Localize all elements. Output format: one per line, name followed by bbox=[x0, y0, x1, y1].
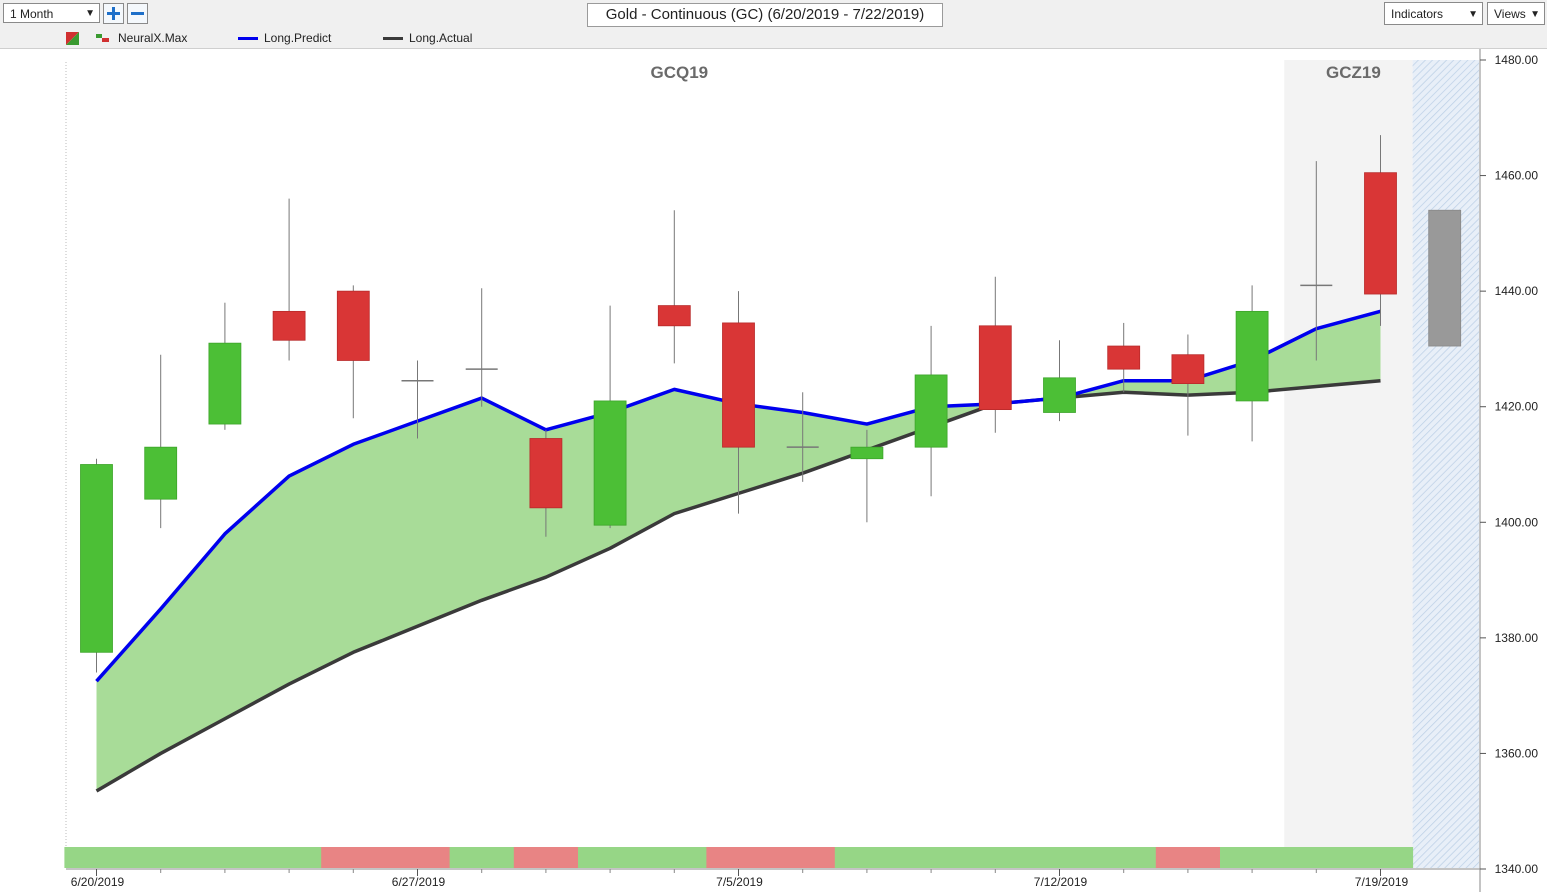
neuralx-band-segment bbox=[899, 847, 964, 868]
chevron-down-icon: ▼ bbox=[1468, 9, 1478, 20]
x-axis-tick-label: 7/19/2019 bbox=[1355, 875, 1409, 889]
y-axis-tick-label: 1340.00 bbox=[1495, 862, 1539, 876]
neuralx-band-segment bbox=[257, 847, 322, 868]
y-axis-tick-label: 1380.00 bbox=[1495, 631, 1539, 645]
neuralx-band-segment bbox=[706, 847, 772, 868]
plus-icon bbox=[107, 7, 120, 20]
neuralx-band-segment bbox=[770, 847, 836, 868]
neuralx-band-segment bbox=[1284, 847, 1349, 868]
neuralx-band-segment bbox=[1091, 847, 1157, 868]
neuralx-band-segment bbox=[1155, 847, 1221, 868]
chart-title: Gold - Continuous (GC) (6/20/2019 - 7/22… bbox=[587, 3, 943, 27]
line-swatch-icon bbox=[238, 37, 258, 40]
neuralx-band-segment bbox=[963, 847, 1028, 868]
legend-label: NeuralX.Max bbox=[118, 31, 188, 45]
neuralx-band-segment bbox=[513, 847, 579, 868]
minus-icon bbox=[131, 12, 144, 15]
legend-item-long-actual: Long.Actual bbox=[383, 30, 472, 46]
zoom-out-button[interactable] bbox=[127, 3, 148, 24]
candle-body bbox=[1364, 172, 1397, 295]
chevron-down-icon: ▼ bbox=[1530, 9, 1540, 20]
candle-body bbox=[272, 310, 306, 341]
x-axis-tick-label: 7/12/2019 bbox=[1034, 875, 1088, 889]
legend-label: Long.Actual bbox=[409, 31, 473, 45]
candle-body bbox=[529, 438, 563, 509]
x-axis-tick-label: 7/5/2019 bbox=[716, 875, 763, 889]
candle-body bbox=[978, 325, 1012, 411]
candle-body bbox=[1171, 354, 1205, 385]
views-dropdown[interactable]: Views ▼ bbox=[1487, 2, 1545, 25]
period-select[interactable]: 1 Month ▼ bbox=[3, 3, 100, 23]
candle-body bbox=[1235, 310, 1269, 402]
neuralx-band-segment bbox=[449, 847, 515, 868]
y-axis-tick-label: 1460.00 bbox=[1495, 169, 1539, 183]
neuralx-band-segment bbox=[1220, 847, 1285, 868]
x-axis-tick-label: 6/27/2019 bbox=[392, 875, 446, 889]
indicators-dropdown[interactable]: Indicators ▼ bbox=[1384, 2, 1483, 25]
neuralx-band-segment bbox=[128, 847, 194, 868]
candle-body bbox=[914, 374, 948, 448]
neuralx-band-segment bbox=[385, 847, 451, 868]
legend-item-long-predict: Long.Predict bbox=[238, 30, 331, 46]
neuralx-swatch-icon bbox=[96, 34, 109, 42]
y-axis-tick-label: 1400.00 bbox=[1495, 515, 1539, 529]
candle-body bbox=[722, 322, 755, 448]
y-axis-tick-label: 1480.00 bbox=[1495, 53, 1539, 67]
neuralx-band-segment bbox=[192, 847, 258, 868]
neuralx-band-segment bbox=[834, 847, 900, 868]
candle-body bbox=[80, 464, 113, 653]
neuralx-band-segment bbox=[1348, 847, 1414, 868]
neuralx-band-segment bbox=[64, 847, 130, 868]
neuralx-band-segment bbox=[321, 847, 386, 868]
candle-body bbox=[593, 400, 627, 526]
zoom-in-button[interactable] bbox=[103, 3, 124, 24]
chevron-down-icon: ▼ bbox=[85, 8, 95, 19]
candle-body bbox=[850, 446, 884, 460]
line-swatch-icon bbox=[383, 37, 403, 40]
contract-label: GCQ19 bbox=[650, 63, 708, 82]
y-axis-tick-label: 1360.00 bbox=[1495, 746, 1539, 760]
legend-label: Long.Predict bbox=[264, 31, 332, 45]
neuralx-band-segment bbox=[642, 847, 707, 868]
candle-body bbox=[1107, 345, 1141, 370]
candle-body bbox=[1043, 377, 1076, 413]
candle-body bbox=[657, 305, 691, 327]
forecast-candle bbox=[1428, 209, 1462, 347]
candle-body bbox=[144, 446, 178, 500]
neuralx-band-segment bbox=[1027, 847, 1093, 868]
neuralx-band-segment bbox=[578, 847, 643, 868]
x-axis-tick-label: 6/20/2019 bbox=[71, 875, 125, 889]
contract-label: GCZ19 bbox=[1326, 63, 1381, 82]
indicators-label: Indicators bbox=[1391, 7, 1444, 21]
price-chart[interactable]: 1480.00 1460.00 1440.00 1420.00 1400.00 1380.… bbox=[0, 49, 1547, 892]
views-label: Views bbox=[1494, 7, 1526, 21]
candle-body bbox=[208, 342, 242, 425]
forecast-area bbox=[1412, 60, 1479, 868]
candle-body bbox=[336, 290, 370, 361]
y-axis-tick-label: 1420.00 bbox=[1495, 400, 1539, 414]
toolbar: 1 Month ▼ Gold - Continuous (GC) (6/20/2… bbox=[0, 0, 1547, 49]
chart-type-icon[interactable] bbox=[66, 32, 79, 45]
legend-item-neuralx: NeuralX.Max bbox=[96, 30, 187, 46]
y-axis-tick-label: 1440.00 bbox=[1495, 284, 1539, 298]
period-select-value: 1 Month bbox=[10, 7, 54, 21]
